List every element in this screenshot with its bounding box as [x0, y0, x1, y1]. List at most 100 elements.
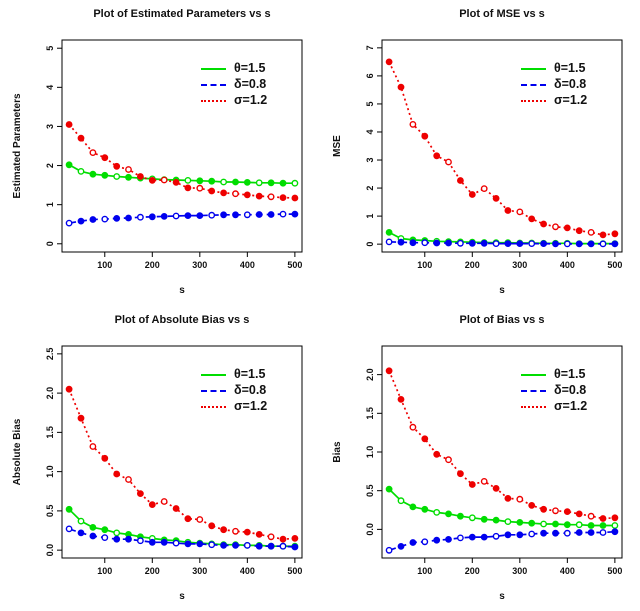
data-point: [101, 171, 109, 179]
data-point: [89, 523, 97, 531]
data-point: [528, 501, 536, 509]
data-point: [243, 528, 251, 536]
y-tick-label: 1.0: [365, 446, 375, 459]
x-tick-label: 500: [287, 260, 302, 270]
x-tick-label: 300: [512, 260, 527, 270]
data-point: [599, 515, 607, 522]
data-point: [184, 184, 192, 192]
data-point: [587, 512, 595, 520]
data-point: [528, 530, 536, 538]
data-point: [445, 158, 452, 166]
data-point: [587, 228, 595, 236]
data-point: [65, 525, 73, 533]
data-point: [385, 485, 393, 493]
data-point: [243, 211, 251, 219]
data-point: [492, 532, 500, 540]
legend-label: σ=1.2: [554, 93, 588, 107]
x-tick-label: 200: [465, 260, 480, 270]
legend-line-sample-icon: [521, 67, 546, 70]
x-tick-label: 100: [417, 566, 432, 576]
legend-item: σ=1.2: [521, 94, 587, 107]
data-point: [445, 535, 452, 543]
data-point: [575, 529, 583, 536]
chart-title: Plot of Bias vs s: [459, 314, 545, 326]
x-axis: 100 200 300 400 500: [417, 558, 622, 576]
data-point: [540, 529, 548, 537]
data-point: [397, 396, 405, 403]
legend-label: θ=1.5: [554, 367, 586, 381]
y-axis: 0 1 2 3 4 5: [45, 46, 62, 246]
data-point: [172, 212, 180, 220]
chart-canvas: Bias s 100 200 300 400 500 0.0 0.5 1.0 1.5 2.0: [332, 345, 623, 602]
data-point: [101, 526, 109, 534]
x-axis: 100 200 300 400 500: [417, 252, 622, 270]
plot-box: [381, 39, 623, 253]
data-point: [160, 538, 168, 546]
data-point: [291, 210, 299, 218]
legend-item: σ=1.2: [521, 400, 587, 413]
data-point: [208, 187, 216, 195]
data-point: [480, 515, 488, 523]
legend-label: σ=1.2: [234, 93, 268, 107]
chart-title: Plot of Absolute Bias vs s: [114, 314, 250, 326]
data-point: [456, 534, 464, 542]
data-point: [516, 531, 524, 539]
y-axis: 0.0 0.5 1.0 1.5 2.0 2.5: [45, 348, 62, 556]
legend-line-sample-icon: [521, 99, 546, 102]
y-tick-label: 2: [365, 186, 375, 191]
data-point: [184, 515, 192, 523]
data-point: [480, 239, 488, 247]
data-point: [385, 228, 393, 236]
data-point: [89, 170, 97, 178]
y-tick-label: 0.5: [45, 505, 55, 518]
data-point: [504, 207, 512, 214]
legend-line-sample-icon: [201, 389, 226, 392]
x-tick-label: 300: [192, 260, 207, 270]
data-point: [267, 211, 275, 218]
data-point: [480, 477, 488, 485]
y-tick-label: 2.0: [45, 387, 55, 400]
data-point: [587, 522, 595, 529]
data-point: [456, 239, 464, 247]
legend-item: δ=0.8: [521, 384, 587, 397]
data-point: [196, 212, 204, 220]
data-point: [433, 152, 441, 160]
data-point: [480, 185, 488, 193]
data-point: [468, 514, 476, 522]
series-δ=0.8: [65, 525, 299, 551]
data-point: [468, 191, 476, 198]
data-point: [89, 443, 97, 450]
x-tick-label: 100: [97, 566, 112, 576]
data-point: [65, 385, 73, 393]
data-point: [89, 532, 97, 540]
x-tick-label: 200: [145, 260, 160, 270]
legend: θ=1.5 δ=0.8 σ=1.2: [201, 368, 267, 413]
legend-line-sample-icon: [521, 405, 546, 408]
y-tick-label: 0: [365, 242, 375, 247]
data-point: [504, 494, 512, 502]
plot-bias: Plot of Bias vs s Bias s 100 200 300 400 500…: [320, 306, 640, 611]
data-point: [113, 162, 121, 170]
data-point: [255, 211, 263, 218]
y-tick-label: 5: [365, 101, 375, 106]
legend-line-sample-icon: [521, 389, 546, 392]
data-point: [528, 519, 536, 527]
x-tick-label: 500: [607, 260, 622, 270]
legend-item: θ=1.5: [521, 368, 587, 381]
data-point: [101, 454, 109, 462]
legend-label: σ=1.2: [234, 399, 268, 413]
data-point: [232, 190, 239, 198]
data-point: [65, 161, 73, 169]
y-tick-label: 3: [45, 124, 55, 129]
data-point: [552, 520, 559, 528]
data-point: [421, 505, 429, 513]
data-point: [65, 121, 73, 128]
x-tick-label: 300: [512, 566, 527, 576]
data-point: [113, 470, 121, 478]
data-point: [125, 173, 132, 181]
data-point: [267, 179, 275, 187]
data-point: [148, 176, 156, 184]
x-axis-label: s: [179, 591, 185, 602]
x-tick-label: 400: [240, 566, 255, 576]
data-point: [456, 177, 464, 184]
